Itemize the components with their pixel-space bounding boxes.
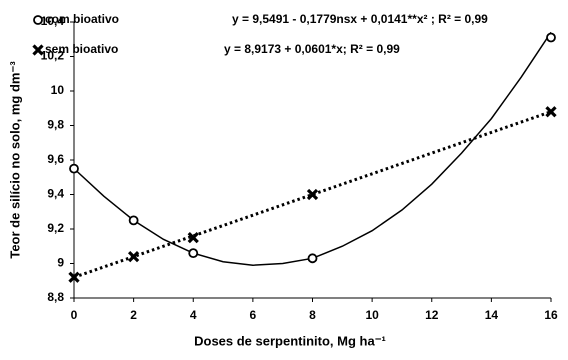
y-tick-label: 9,4 bbox=[47, 187, 64, 201]
data-point bbox=[187, 231, 199, 244]
y-tick-label: 9,8 bbox=[47, 118, 64, 132]
data-point bbox=[128, 215, 139, 226]
y-axis-label: Teor de silício no solo, mg dm⁻³ bbox=[7, 61, 22, 259]
x-tick-label: 8 bbox=[309, 308, 316, 322]
trend-line bbox=[73, 31, 552, 266]
data-point bbox=[188, 248, 199, 259]
data-point bbox=[307, 253, 318, 264]
data-point bbox=[127, 250, 140, 263]
trend-line bbox=[73, 110, 552, 279]
x-tick-label: 6 bbox=[250, 308, 257, 322]
equation: y = 9,5491 - 0,1779nsx + 0,0141**x² ; R²… bbox=[232, 12, 488, 26]
data-point bbox=[306, 188, 319, 201]
x-tick-label: 4 bbox=[190, 308, 197, 322]
y-tick-label: 10,4 bbox=[41, 14, 65, 28]
y-tick-label: 8,8 bbox=[47, 290, 64, 304]
data-point bbox=[69, 163, 79, 174]
legend-marker bbox=[33, 15, 43, 25]
legend-label: com bioativo bbox=[45, 12, 119, 26]
y-tick-label: 10,2 bbox=[41, 49, 65, 63]
y-tick-label: 9,2 bbox=[47, 221, 64, 235]
legend-marker bbox=[32, 44, 44, 56]
data-point bbox=[545, 106, 557, 118]
x-tick-label: 16 bbox=[544, 308, 558, 322]
x-axis-label: Doses de serpentinito, Mg ha⁻¹ bbox=[194, 333, 386, 348]
x-tick-label: 12 bbox=[425, 308, 439, 322]
equation: y = 8,9173 + 0,0601*x; R² = 0,99 bbox=[224, 42, 400, 56]
x-tick-label: 2 bbox=[130, 308, 137, 322]
data-point bbox=[68, 271, 80, 283]
y-tick-label: 10 bbox=[51, 83, 65, 97]
x-tick-label: 10 bbox=[365, 308, 379, 322]
x-tick-label: 14 bbox=[485, 308, 499, 322]
y-tick-label: 9,6 bbox=[47, 152, 64, 166]
legend-label: sem bioativo bbox=[45, 42, 118, 56]
data-point bbox=[546, 32, 556, 43]
y-tick-label: 9 bbox=[57, 256, 64, 270]
x-tick-label: 0 bbox=[71, 308, 78, 322]
